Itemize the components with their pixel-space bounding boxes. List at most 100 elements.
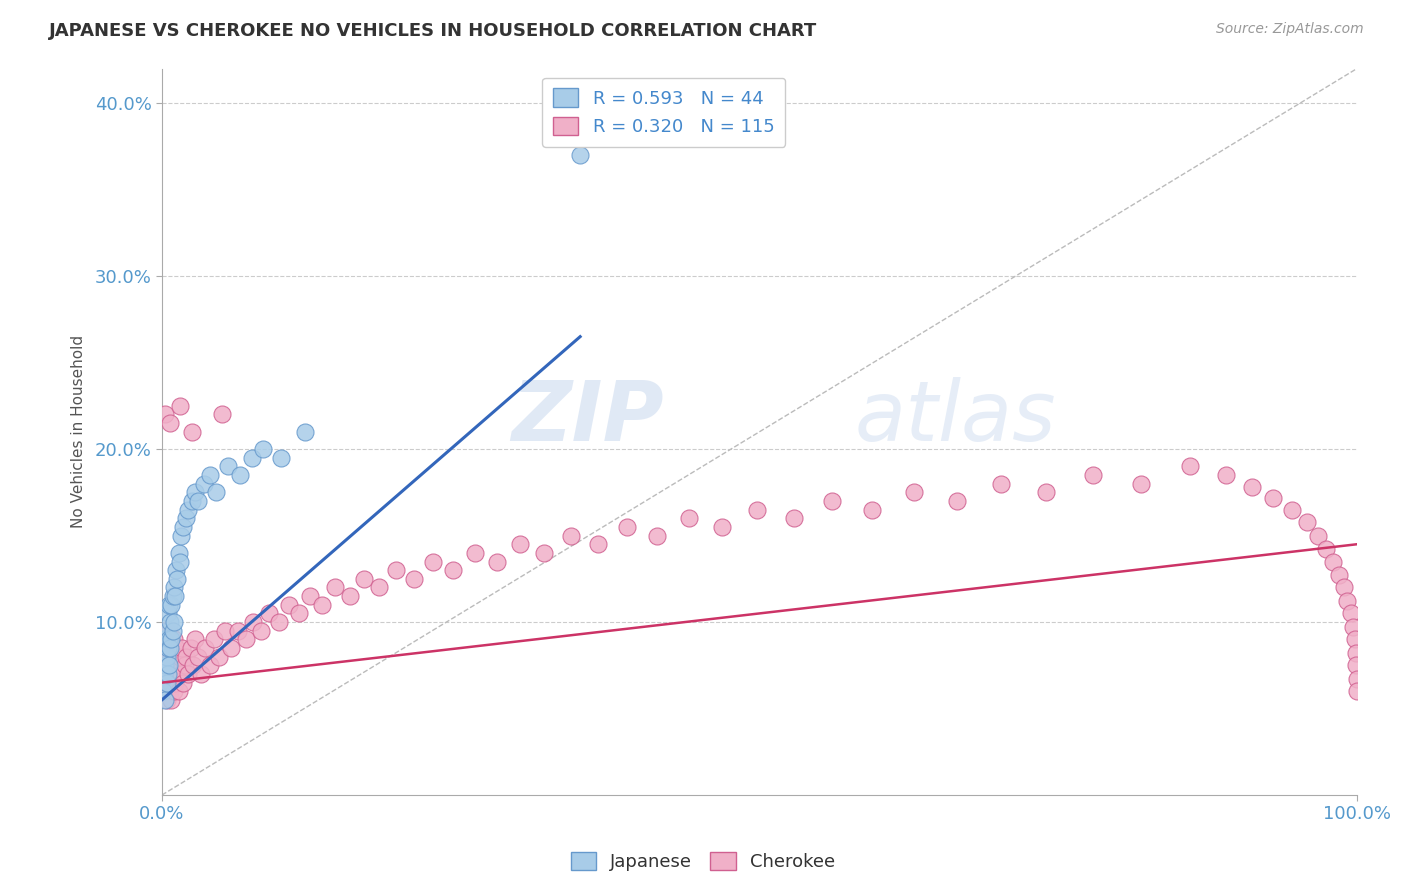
Point [157, 658, 180, 673]
Point [153, 632, 176, 647]
Point [156, 693, 179, 707]
Point [1306, 528, 1329, 542]
Point [190, 667, 212, 681]
Point [443, 563, 465, 577]
Point [194, 640, 217, 655]
Point [385, 563, 408, 577]
Point [162, 640, 184, 655]
Point [163, 658, 186, 673]
Point [288, 607, 311, 621]
Text: ZIP: ZIP [512, 376, 664, 458]
Point [156, 632, 179, 647]
Point [160, 693, 183, 707]
Point [157, 598, 180, 612]
Point [219, 640, 242, 655]
Point [153, 632, 176, 647]
Point [1346, 684, 1368, 698]
Point [485, 555, 508, 569]
Point [156, 667, 179, 681]
Point [156, 658, 179, 673]
Point [163, 589, 186, 603]
Point [1346, 672, 1368, 686]
Point [160, 675, 183, 690]
Point [163, 684, 186, 698]
Point [198, 658, 221, 673]
Text: JAPANESE VS CHEROKEE NO VEHICLES IN HOUSEHOLD CORRELATION CHART: JAPANESE VS CHEROKEE NO VEHICLES IN HOUS… [49, 22, 817, 40]
Point [250, 624, 273, 638]
Point [1129, 476, 1152, 491]
Point [157, 632, 180, 647]
Point [152, 658, 174, 673]
Point [187, 494, 209, 508]
Point [155, 658, 177, 673]
Point [198, 468, 221, 483]
Point [162, 624, 184, 638]
Point [169, 399, 191, 413]
Point [159, 640, 181, 655]
Point [156, 649, 179, 664]
Point [339, 589, 361, 603]
Point [1295, 515, 1317, 529]
Point [163, 581, 186, 595]
Point [163, 649, 186, 664]
Point [156, 684, 179, 698]
Point [267, 615, 290, 629]
Point [162, 667, 184, 681]
Point [1343, 620, 1365, 634]
Point [616, 520, 638, 534]
Point [165, 640, 187, 655]
Point [160, 598, 183, 612]
Point [169, 555, 191, 569]
Point [160, 649, 183, 664]
Point [745, 502, 768, 516]
Point [1336, 594, 1358, 608]
Point [156, 607, 179, 621]
Point [156, 624, 179, 638]
Point [294, 425, 316, 439]
Y-axis label: No Vehicles in Household: No Vehicles in Household [72, 335, 86, 528]
Point [152, 684, 174, 698]
Point [1322, 555, 1344, 569]
Point [214, 624, 236, 638]
Point [155, 640, 177, 655]
Point [228, 624, 250, 638]
Point [990, 476, 1012, 491]
Point [1215, 468, 1237, 483]
Point [204, 485, 226, 500]
Point [165, 667, 187, 681]
Point [160, 632, 183, 647]
Point [402, 572, 425, 586]
Point [860, 502, 883, 516]
Point [166, 572, 188, 586]
Point [155, 693, 177, 707]
Point [181, 658, 204, 673]
Point [159, 632, 181, 647]
Point [159, 684, 181, 698]
Point [1344, 658, 1367, 673]
Point [509, 537, 531, 551]
Point [170, 667, 193, 681]
Text: Source: ZipAtlas.com: Source: ZipAtlas.com [1216, 22, 1364, 37]
Point [177, 502, 200, 516]
Point [368, 581, 391, 595]
Point [169, 649, 191, 664]
Legend: Japanese, Cherokee: Japanese, Cherokee [564, 845, 842, 879]
Point [170, 528, 193, 542]
Point [156, 640, 179, 655]
Point [208, 649, 231, 664]
Point [242, 615, 264, 629]
Point [533, 546, 555, 560]
Point [163, 675, 186, 690]
Point [1081, 468, 1104, 483]
Point [152, 624, 174, 638]
Point [163, 632, 186, 647]
Point [277, 598, 299, 612]
Point [180, 425, 202, 439]
Point [180, 640, 202, 655]
Point [235, 632, 257, 647]
Point [586, 537, 609, 551]
Point [153, 675, 176, 690]
Point [204, 632, 226, 647]
Point [1333, 581, 1355, 595]
Point [1035, 485, 1057, 500]
